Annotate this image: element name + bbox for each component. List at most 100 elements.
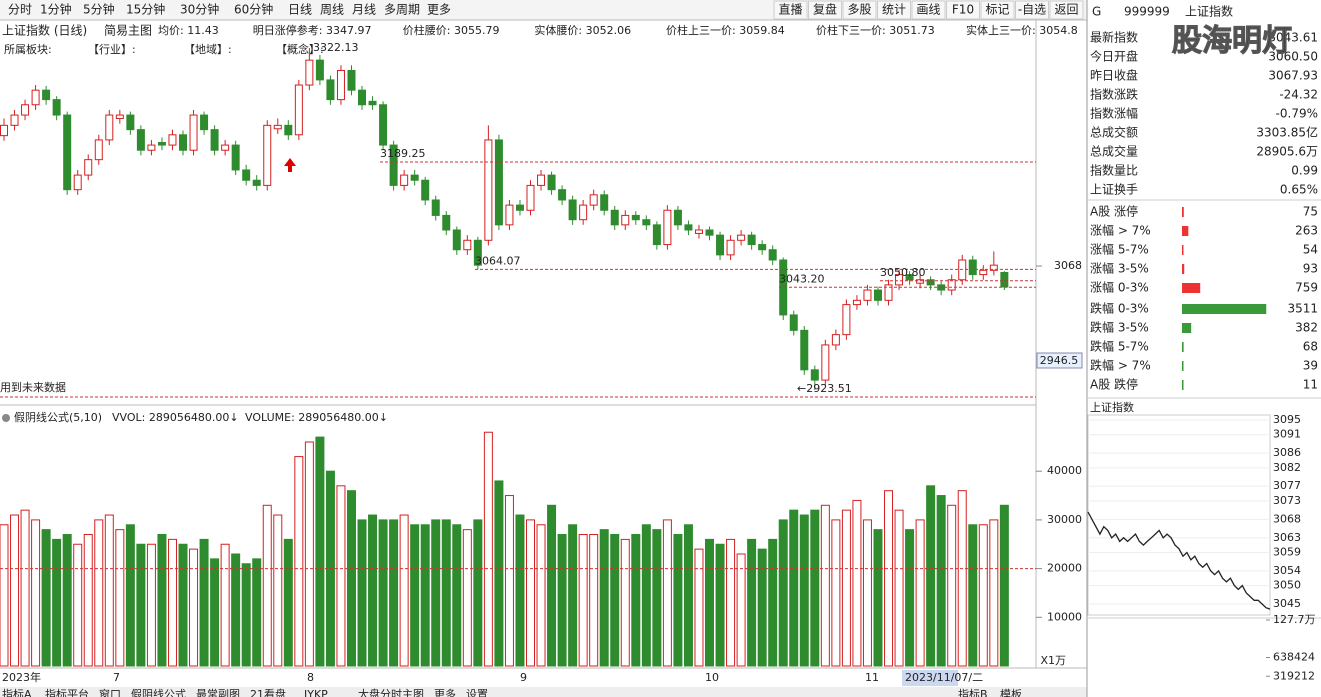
candle-body <box>526 184 535 211</box>
tool-button[interactable] <box>1049 0 1084 20</box>
candle-body <box>768 249 777 261</box>
tool-button[interactable] <box>911 0 946 20</box>
volume-bar <box>273 514 283 667</box>
mini-tick-label: 3091 <box>1273 428 1301 441</box>
bottom-tab[interactable]: 更多 <box>434 687 456 697</box>
breadth-value: 39 <box>1303 359 1318 373</box>
volume-bar <box>167 538 177 667</box>
breadth-label: 跌幅 > 7% <box>1090 358 1151 373</box>
tool-button-label[interactable]: F10 <box>952 3 974 17</box>
bottom-tab[interactable]: 窗口 <box>99 687 121 697</box>
breadth-bar <box>1182 283 1201 293</box>
volume-bar <box>578 534 588 667</box>
volume-bar <box>441 519 451 667</box>
signal-arrow <box>284 158 296 172</box>
candle-body <box>642 219 651 226</box>
tool-button-label[interactable]: 画线 <box>916 3 940 17</box>
period-tab[interactable]: 多周期 <box>384 3 420 17</box>
volume-bar <box>104 514 114 667</box>
volume-bar <box>736 553 746 667</box>
watermark: 股海明灯 <box>1172 24 1292 59</box>
candle-body <box>842 304 851 336</box>
breadth-value: 382 <box>1295 321 1318 335</box>
period-tab[interactable]: 分时 <box>8 3 32 17</box>
bottom-tab[interactable]: 最常副图 <box>196 688 240 697</box>
vol-tick-label: 20000 <box>1047 562 1082 575</box>
volume-bar <box>852 499 862 667</box>
tool-button[interactable] <box>877 0 911 20</box>
bottom-tab[interactable]: 大盘分时主图 <box>358 687 424 697</box>
tool-button-label[interactable]: 统计 <box>882 3 906 17</box>
bottom-tab[interactable]: 假阴线公式 <box>131 687 186 697</box>
breadth-bar <box>1182 226 1189 236</box>
breadth-bar <box>1182 342 1184 352</box>
volume-bar <box>894 509 904 667</box>
period-tab[interactable]: 日线 <box>288 3 312 17</box>
tool-button-label[interactable]: -自选 <box>1018 3 1046 17</box>
tool-button[interactable] <box>946 0 980 20</box>
volume-bar <box>83 534 93 667</box>
mini-vol-label: 638424 <box>1273 651 1315 664</box>
volume-bar <box>210 558 220 667</box>
breadth-label: 涨幅 > 7% <box>1090 223 1151 238</box>
volume-bar <box>504 495 514 667</box>
tool-button-label[interactable]: 标记 <box>985 3 1009 17</box>
period-tab[interactable]: 30分钟 <box>180 2 219 17</box>
volume-bar <box>884 490 894 667</box>
bottom-tab[interactable]: JYKP <box>303 688 328 697</box>
candle-body <box>926 279 935 286</box>
period-tab[interactable]: 月线 <box>352 3 376 17</box>
period-tab[interactable]: 60分钟 <box>234 2 273 17</box>
volume-bar <box>799 514 809 667</box>
bottom-tab[interactable]: 21看盘 <box>250 687 286 697</box>
tool-button[interactable] <box>1015 0 1049 20</box>
volume-bar <box>378 519 388 667</box>
period-tab[interactable]: 5分钟 <box>83 2 115 17</box>
candle-body <box>1000 271 1009 288</box>
volume-bar <box>683 524 693 667</box>
bottom-tab[interactable]: 设置 <box>466 688 488 697</box>
volume-bar <box>789 509 799 667</box>
tool-button-label[interactable]: 返回 <box>1054 3 1078 17</box>
tool-button[interactable] <box>773 0 808 20</box>
period-tab[interactable]: 更多 <box>427 3 451 17</box>
period-tab[interactable]: 15分钟 <box>126 2 165 17</box>
tool-button-label[interactable]: 直播 <box>778 3 802 17</box>
breadth-bar <box>1182 304 1267 314</box>
candle-body <box>252 179 261 186</box>
tool-button[interactable] <box>808 0 842 20</box>
stat-value: 3043.61 <box>1268 31 1318 45</box>
volume-bar <box>336 485 346 667</box>
mini-tick-label: 3063 <box>1273 531 1301 544</box>
volume-bar <box>641 524 651 667</box>
period-tab[interactable]: 周线 <box>320 3 344 17</box>
stat-value: 28905.6万 <box>1256 145 1318 159</box>
candle-body <box>726 239 735 256</box>
time-label: 8 <box>307 671 314 684</box>
volume-bar <box>94 519 104 667</box>
candle-body <box>558 189 567 201</box>
mini-tick-label: 3050 <box>1273 579 1301 592</box>
period-tab[interactable]: 1分钟 <box>40 2 72 17</box>
info-item: 实体腰价: 3052.06 <box>534 23 631 37</box>
candle-body <box>852 299 861 306</box>
bottom-tab[interactable]: 模板 <box>1000 687 1022 697</box>
tool-button[interactable] <box>842 0 877 20</box>
volume-bar <box>841 509 851 667</box>
bottom-tab[interactable]: 指标平台 <box>45 687 89 697</box>
candle-body <box>105 114 114 141</box>
current-price: 2946.5 <box>1040 354 1079 367</box>
bottom-tab[interactable]: 指标A <box>2 687 32 697</box>
tool-button-label[interactable]: 复盘 <box>813 2 837 17</box>
stat-label: 指数涨幅 <box>1090 106 1138 121</box>
volume-bar <box>747 538 757 667</box>
tool-button[interactable] <box>980 0 1015 20</box>
candle-body <box>810 369 819 381</box>
mini-tick-label: 3068 <box>1273 512 1301 525</box>
volume-bar <box>136 543 146 667</box>
tool-button-label[interactable]: 多股 <box>847 3 871 17</box>
sector-label: 【行业】: <box>88 43 136 56</box>
candle-body <box>579 204 588 221</box>
candle-body <box>421 179 430 201</box>
bottom-tab[interactable]: 指标B <box>958 687 988 697</box>
